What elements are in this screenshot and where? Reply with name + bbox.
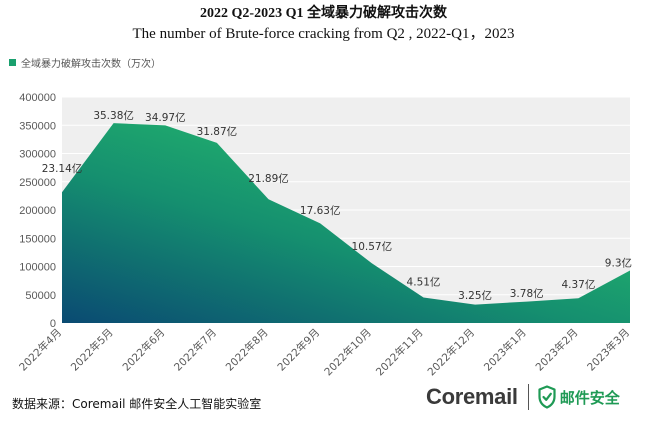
x-tick-label: 2022年9月 bbox=[275, 326, 323, 374]
y-tick-label: 250000 bbox=[19, 177, 56, 189]
data-label: 34.97亿 bbox=[145, 111, 186, 124]
data-label: 4.51亿 bbox=[407, 276, 441, 289]
x-tick-label: 2023年3月 bbox=[584, 326, 632, 374]
coremail-logo: Coremail 邮件安全 bbox=[426, 382, 620, 412]
data-label: 17.63亿 bbox=[300, 204, 341, 217]
data-labels: 23.14亿 35.38亿 34.97亿 31.87亿 21.89亿 17.63亿 10.5… bbox=[42, 109, 632, 302]
x-tick-label: 2023年1月 bbox=[481, 326, 529, 374]
logo-tagline: 邮件安全 bbox=[559, 388, 620, 407]
logo-wordmark: Coremail bbox=[426, 384, 518, 409]
y-tick-label: 300000 bbox=[19, 149, 56, 161]
series-area bbox=[62, 123, 630, 323]
data-label: 9.3亿 bbox=[605, 257, 632, 270]
data-label: 31.87亿 bbox=[197, 125, 238, 138]
y-tick-label: 400000 bbox=[19, 92, 56, 104]
data-label: 21.89亿 bbox=[248, 172, 289, 185]
data-label: 3.78亿 bbox=[510, 287, 544, 300]
chart-subtitle: The number of Brute-force cracking from … bbox=[132, 26, 515, 42]
x-tick-label: 2022年5月 bbox=[68, 326, 116, 374]
y-tick-label: 100000 bbox=[19, 262, 56, 274]
chart-title: 2022 Q2-2023 Q1 全域暴力破解攻击次数 bbox=[200, 6, 447, 21]
series-area-group bbox=[62, 123, 630, 323]
x-tick-label: 2022年8月 bbox=[223, 326, 271, 374]
y-tick-label: 0 bbox=[50, 318, 56, 330]
logo-divider bbox=[527, 384, 529, 410]
data-label: 23.14亿 bbox=[42, 162, 83, 175]
y-tick-label: 50000 bbox=[25, 290, 56, 302]
x-tick-label: 2022年11月 bbox=[373, 326, 425, 378]
data-source-note: 数据来源：Coremail 邮件安全人工智能实验室 bbox=[12, 397, 262, 411]
y-tick-label: 350000 bbox=[19, 120, 56, 132]
x-tick-label: 2022年7月 bbox=[171, 326, 219, 374]
x-tick-label: 2022年12月 bbox=[425, 326, 477, 378]
data-label: 3.25亿 bbox=[458, 289, 492, 302]
x-tick-label: 2022年10月 bbox=[322, 326, 374, 378]
shield-icon bbox=[538, 385, 556, 409]
data-label: 35.38亿 bbox=[93, 109, 134, 122]
legend-label: 全域暴力破解攻击次数（万次） bbox=[21, 58, 161, 70]
legend-swatch bbox=[9, 58, 16, 66]
x-tick-label: 2022年6月 bbox=[120, 326, 168, 374]
y-tick-label: 200000 bbox=[19, 205, 56, 217]
x-tick-label: 2023年2月 bbox=[533, 326, 581, 374]
data-label: 10.57亿 bbox=[352, 240, 393, 253]
y-tick-label: 150000 bbox=[19, 233, 56, 245]
data-label: 4.37亿 bbox=[561, 278, 595, 291]
x-axis: 2022年4月 2022年5月 2022年6月 2022年7月 2022年8月 2022年… bbox=[16, 326, 632, 378]
x-tick-label: 2022年4月 bbox=[16, 326, 64, 374]
legend: 全域暴力破解攻击次数（万次） bbox=[9, 55, 161, 70]
y-axis: 0 50000 100000 150000 200000 250000 300000 3500… bbox=[19, 92, 56, 330]
